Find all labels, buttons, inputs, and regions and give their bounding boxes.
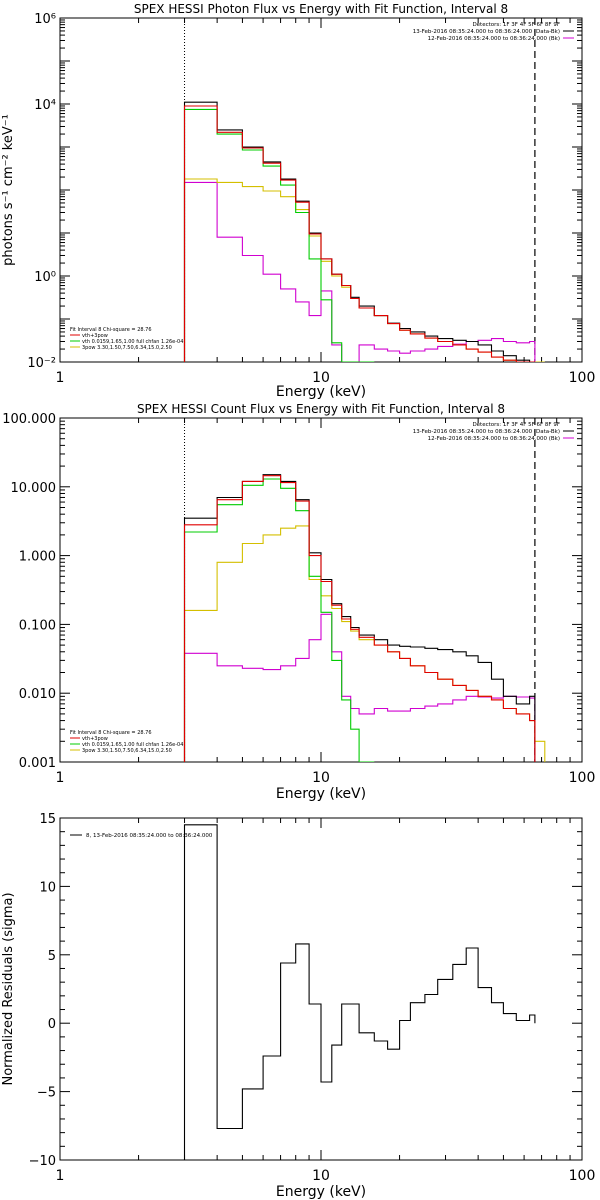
series-model-thermal [183,478,375,762]
series-data [183,474,536,762]
legend-top-entry: 13-Feb-2016 08:35:24.000 to 08:36:24.000… [413,29,560,35]
plot-area [183,18,545,362]
series-background [183,613,536,762]
y-tick-label: −5 [37,1086,56,1101]
legend-bottom-entry: 3pow 3.30,1.50,7.50,6.34,15.0,2.50 [82,345,172,351]
x-tick-label: 1 [56,1168,65,1184]
x-tick-label: 1 [56,770,65,786]
legend-bottom-entry: vth+3pow [82,736,108,742]
chart-title: SPEX HESSI Photon Flux vs Energy with Fi… [134,2,508,16]
y-tick-label: 10⁶ [34,12,56,27]
legend-bottom-entry: vth 0.0159,1.65,1.00 full chfan 1.26e-04 [82,339,183,345]
y-axis-label: photons s⁻¹ cm⁻² keV⁻¹ [1,114,16,266]
y-tick-label: 100.000 [2,412,56,427]
x-tick-label: 100 [569,370,596,386]
legend-bottom-entry: Fit Interval 8 Chi-square = 28.76 [70,327,152,333]
series-data [183,101,535,362]
x-tick-label: 1 [56,370,65,386]
plot-area [183,824,536,1160]
y-tick-label: 0.100 [19,618,56,633]
x-tick-label: 100 [569,770,596,786]
x-tick-label: 10 [312,770,330,786]
legend-bottom-entry: vth+3pow [82,333,108,339]
x-axis-label: Energy (keV) [276,384,366,400]
legend-top-entry: 12-Feb-2016 08:35:24.000 to 08:36:24.000… [428,436,560,442]
legend-bottom-entry: vth 0.0159,1.65,1.00 full chfan 1.26e-04 [82,742,183,748]
y-tick-label: 0.001 [19,756,56,771]
series-model-total [183,105,535,362]
y-tick-label: 0.010 [19,687,56,702]
y-tick-label: 10⁰ [34,270,56,285]
x-axis-label: Energy (keV) [276,1184,366,1200]
chart-title: SPEX HESSI Count Flux vs Energy with Fit… [137,402,505,416]
legend-top-entry: 8, 13-Feb-2016 08:35:24.000 to 08:36:24.… [86,833,213,839]
plot-area [183,418,546,762]
legend-bottom-entry: 3pow 3.30,1.50,7.50,6.34,15.0,2.50 [82,748,172,754]
legend-top-entry: 12-Feb-2016 08:35:24.000 to 08:36:24.000… [428,36,560,42]
series-background [183,181,536,362]
y-tick-label: 10.000 [11,481,57,496]
y-tick-label: 10 [39,880,56,895]
legend-top-entry: Detectors: 1F 3F 4F 5F 6F 8F 9F [472,422,560,428]
y-tick-label: 15 [39,812,56,827]
legend-top-entry: 13-Feb-2016 08:35:24.000 to 08:36:24.000… [413,429,560,435]
x-axis-label: Energy (keV) [276,786,366,802]
legend-bottom-entry: Fit Interval 8 Chi-square = 28.76 [70,730,152,736]
chart-panel-1: SPEX HESSI Photon Flux vs Energy with Fi… [1,2,595,400]
series-model-total [183,475,536,762]
x-tick-label: 10 [312,370,330,386]
chart-panel-3: 1 10 100 −10 −5 0 5 10 15 Energy (keV) Normalized … [1,812,595,1200]
y-tick-label: −10 [29,1154,56,1169]
y-tick-label: 1.000 [19,550,56,565]
series-model-thermal [183,108,375,362]
plot-frame [59,817,583,1161]
y-tick-label: 5 [48,949,56,964]
chart-panel-2: SPEX HESSI Count Flux vs Energy with Fit… [2,402,595,802]
y-tick-label: 0 [48,1017,56,1032]
y-axis-label: Normalized Residuals (sigma) [1,892,16,1085]
x-tick-label: 100 [569,1168,596,1184]
series-model-nonthermal [183,525,546,762]
x-tick-label: 10 [312,1168,330,1184]
legend-top-entry: Detectors: 1F 3F 4F 5F 6F 8F 9F [472,22,560,28]
series-model-nonthermal [183,178,545,362]
y-tick-label: 10⁻² [27,356,56,371]
series-residuals [183,824,536,1160]
y-tick-label: 10⁴ [34,98,56,113]
